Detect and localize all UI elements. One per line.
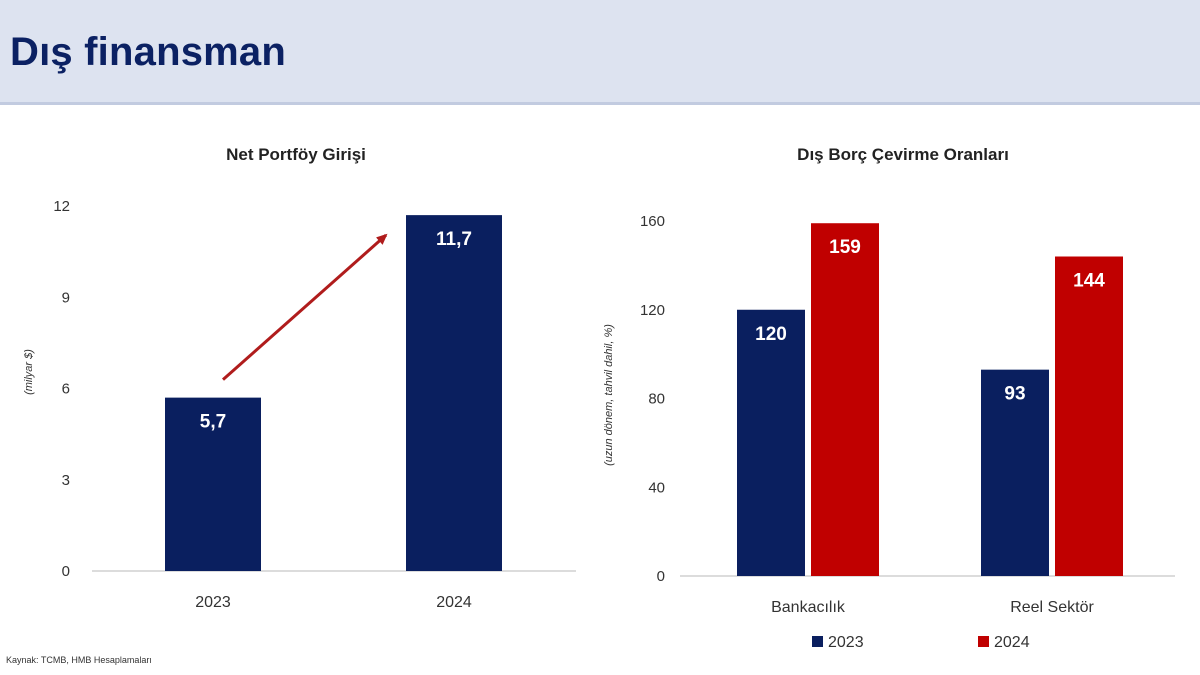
chart2-ytick: 80	[648, 391, 665, 408]
chart2-bar-2023	[981, 369, 1049, 576]
chart1-categories: 2023 2024	[195, 594, 472, 611]
chart1-category-label: 2024	[436, 594, 472, 611]
chart1-ytick: 12	[53, 198, 70, 215]
chart2-bar-2024	[811, 223, 879, 576]
chart2-categories: Bankacılık Reel Sektör	[771, 599, 1094, 616]
chart2-y-ticks: 0 40 80 120 160	[640, 213, 665, 585]
chart2-ylabel: (uzun dönem, tahvil dahil, %)	[603, 324, 615, 466]
chart2-ytick: 0	[657, 568, 665, 585]
chart1-title: Net Portföy Girişi	[226, 145, 366, 164]
growth-arrow	[222, 233, 388, 381]
chart2-bar-value: 93	[1004, 384, 1025, 405]
chart2-legend: 2023 2024	[812, 634, 1030, 651]
chart2-bar-value: 144	[1073, 271, 1105, 292]
legend-label: 2023	[828, 634, 864, 651]
header-bar: Dış finansman	[0, 0, 1200, 105]
legend-swatch-2023	[812, 636, 823, 647]
chart2-ytick: 40	[648, 479, 665, 496]
legend-swatch-2024	[978, 636, 989, 647]
chart1-bar-value: 11,7	[436, 229, 472, 250]
chart2-bar-value: 159	[829, 237, 861, 258]
page-title: Dış finansman	[10, 30, 286, 74]
chart2-bar-2023	[737, 309, 805, 576]
chart2-bar-2024	[1055, 256, 1123, 576]
chart1-bar-value: 5,7	[200, 412, 226, 433]
chart1-category-label: 2023	[195, 594, 231, 611]
chart2-ytick: 120	[640, 302, 665, 319]
chart2-category-label: Reel Sektör	[1010, 599, 1094, 616]
chart1-ytick: 6	[62, 381, 70, 398]
legend-label: 2024	[994, 634, 1030, 651]
chart2-bars: 120 159 93 144	[737, 223, 1123, 576]
source-note: Kaynak: TCMB, HMB Hesaplamaları	[6, 655, 152, 665]
chart1-ytick: 0	[62, 563, 70, 580]
chart1-ytick: 9	[62, 289, 70, 306]
chart2-category-label: Bankacılık	[771, 599, 846, 616]
chart1-y-ticks: 0 3 6 9 12	[53, 198, 70, 580]
chart1-bar-2024	[406, 215, 502, 571]
chart1-ytick: 3	[62, 472, 70, 489]
chart1-ylabel: (milyar $)	[23, 349, 35, 395]
chart2-bar-value: 120	[755, 324, 787, 345]
chart2-title: Dış Borç Çevirme Oranları	[797, 145, 1009, 164]
chart2-ytick: 160	[640, 213, 665, 230]
chart1-bars: 5,7 11,7	[165, 215, 502, 571]
chart1-bar-2023	[165, 397, 261, 571]
